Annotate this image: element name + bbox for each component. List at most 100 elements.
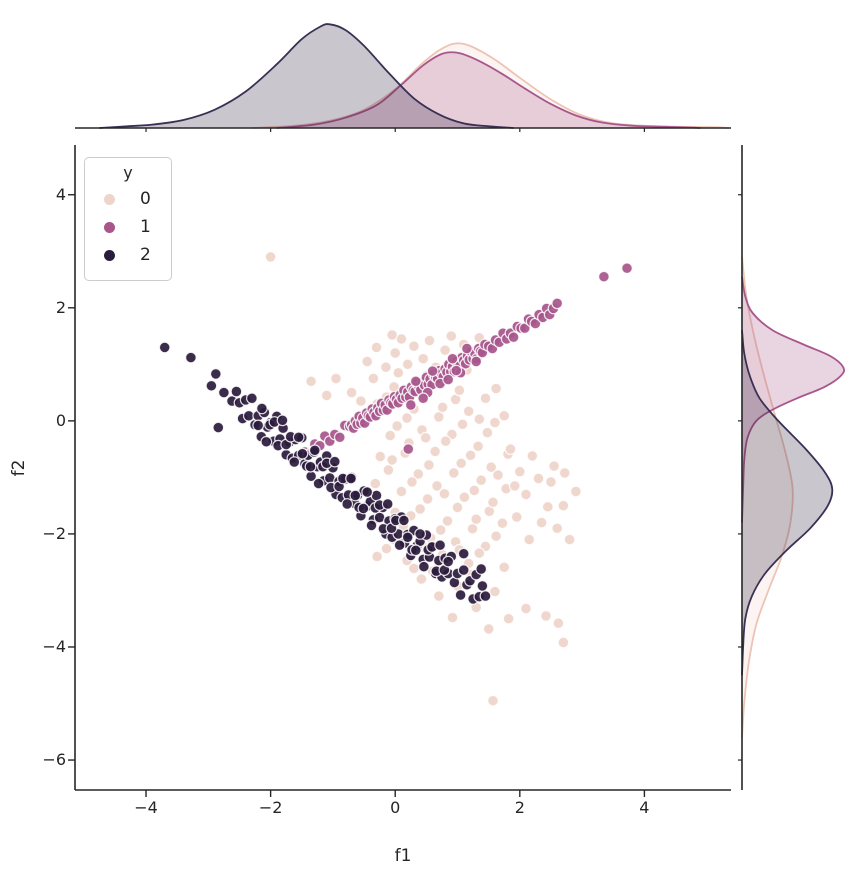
scatter-point bbox=[431, 480, 443, 492]
x-tick-label: 0 bbox=[390, 798, 401, 817]
scatter-point bbox=[447, 467, 460, 479]
legend-item-2: 2 bbox=[85, 241, 171, 269]
scatter-point bbox=[464, 449, 477, 462]
scatter-point bbox=[508, 480, 521, 492]
legend-dot-0 bbox=[104, 193, 115, 205]
scatter-point bbox=[212, 421, 225, 434]
legend-item-1: 1 bbox=[85, 213, 171, 241]
scatter-point bbox=[409, 375, 422, 388]
scatter-point bbox=[545, 476, 557, 488]
scatter-point bbox=[470, 513, 483, 526]
scatter-point bbox=[401, 412, 413, 424]
scatter-point bbox=[490, 530, 503, 543]
scatter-point bbox=[434, 539, 447, 552]
y-axis-label: f2 bbox=[9, 459, 29, 477]
legend-item-0: 0 bbox=[85, 185, 171, 213]
scatter-point bbox=[252, 419, 265, 432]
scatter-point bbox=[419, 431, 432, 444]
scatter-point bbox=[498, 561, 511, 574]
scatter-point bbox=[312, 477, 325, 490]
scatter-point bbox=[264, 250, 277, 263]
scatter-point bbox=[429, 445, 442, 458]
scatter-point bbox=[598, 270, 610, 283]
kde-top-fill-2 bbox=[99, 24, 514, 128]
scatter-point bbox=[446, 352, 459, 365]
scatter-point bbox=[391, 420, 404, 432]
x-tick-label: 2 bbox=[514, 798, 525, 817]
scatter-point bbox=[406, 476, 418, 488]
scatter-point bbox=[395, 485, 408, 498]
scatter-point bbox=[374, 450, 387, 463]
scatter-point bbox=[205, 379, 218, 392]
scatter-point bbox=[470, 355, 483, 368]
scatter-point bbox=[451, 501, 464, 514]
scatter-point bbox=[442, 373, 455, 386]
scatter-point bbox=[454, 589, 467, 601]
scatter-point bbox=[426, 365, 439, 378]
scatter-point bbox=[453, 384, 466, 397]
scatter-point bbox=[260, 435, 273, 448]
scatter-point bbox=[184, 351, 197, 364]
scatter-point bbox=[490, 382, 503, 395]
scatter-point bbox=[446, 611, 459, 624]
scatter-point bbox=[361, 355, 374, 368]
scatter-point bbox=[548, 460, 560, 473]
scatter-point bbox=[557, 499, 570, 512]
y-tick-label: 2 bbox=[55, 297, 66, 317]
scatter-point bbox=[418, 560, 430, 573]
scatter-point bbox=[492, 469, 504, 482]
scatter-point bbox=[408, 562, 420, 575]
kde-top-line-1 bbox=[276, 51, 701, 129]
kde-right-line-2 bbox=[741, 330, 834, 676]
scatter-point bbox=[502, 612, 515, 625]
scatter-point bbox=[481, 426, 494, 439]
scatter-point bbox=[401, 531, 414, 544]
scatter-point bbox=[386, 454, 399, 466]
scatter-point bbox=[489, 585, 501, 598]
legend-dot-1 bbox=[104, 221, 115, 233]
scatter-point bbox=[369, 477, 382, 490]
scatter-point bbox=[304, 460, 317, 473]
scatter-point bbox=[333, 431, 346, 444]
scatter-point bbox=[345, 472, 357, 485]
scatter-point bbox=[526, 450, 539, 462]
scatter-point bbox=[487, 496, 499, 509]
scatter-point bbox=[487, 694, 499, 707]
scatter-point bbox=[256, 402, 268, 415]
scatter-point bbox=[442, 555, 455, 568]
scatter-point bbox=[485, 461, 498, 474]
scatter-point bbox=[393, 539, 406, 552]
scatter-point bbox=[245, 392, 258, 405]
scatter-point bbox=[320, 389, 333, 402]
scatter-point bbox=[404, 399, 417, 411]
scatter-point bbox=[445, 330, 458, 343]
y-tick-label: −6 bbox=[42, 750, 66, 770]
scatter-point bbox=[409, 544, 422, 557]
kde-right-fill-2 bbox=[742, 330, 833, 676]
scatter-point bbox=[439, 344, 452, 357]
legend-label-1: 1 bbox=[140, 217, 151, 237]
scatter-point bbox=[570, 485, 582, 498]
scatter-point bbox=[308, 444, 321, 457]
scatter-point bbox=[370, 341, 383, 354]
legend-title: y bbox=[123, 163, 133, 182]
scatter-point bbox=[158, 341, 171, 354]
scatter-point bbox=[382, 464, 395, 476]
scatter-point bbox=[557, 636, 570, 649]
scatter-point bbox=[455, 457, 468, 470]
scatter-point bbox=[513, 465, 526, 478]
scatter-point bbox=[552, 617, 565, 630]
scatter-point bbox=[365, 519, 378, 532]
scatter-point bbox=[421, 493, 434, 505]
scatter-point bbox=[392, 366, 405, 379]
scatter-point bbox=[456, 418, 469, 431]
scatter-point bbox=[414, 503, 427, 515]
legend-dot-2 bbox=[104, 249, 115, 261]
x-axis-label: f1 bbox=[394, 846, 412, 866]
scatter-point bbox=[520, 488, 532, 501]
scatter-point bbox=[330, 372, 342, 385]
kde-right-line-0 bbox=[741, 256, 794, 738]
scatter-point bbox=[462, 405, 475, 418]
scatter-point bbox=[288, 456, 301, 469]
scatter-point bbox=[457, 564, 470, 576]
